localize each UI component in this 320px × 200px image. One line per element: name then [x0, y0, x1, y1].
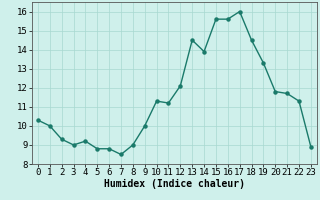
X-axis label: Humidex (Indice chaleur): Humidex (Indice chaleur) — [104, 179, 245, 189]
